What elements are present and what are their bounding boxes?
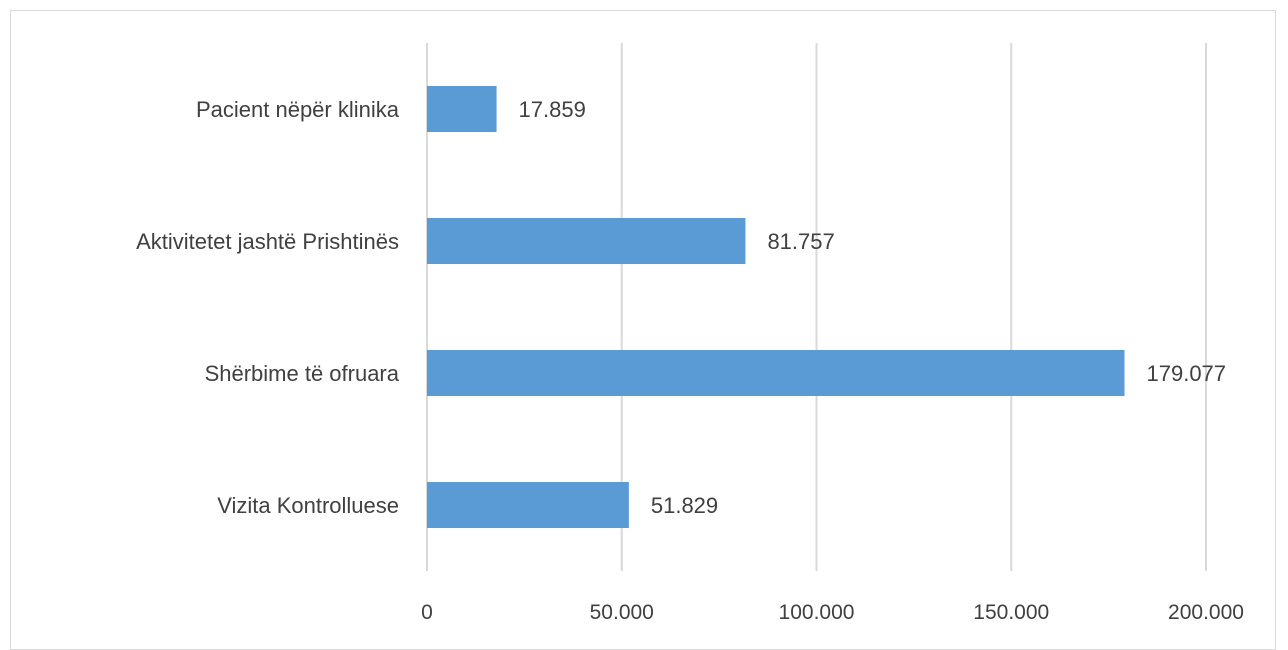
bar-3 [427, 482, 629, 528]
chart-frame: 17.859 81.757 179.077 51.829 Pacient nëpër … [10, 10, 1276, 650]
category-labels: Pacient nëpër klinika Aktivitetet jashtë … [136, 97, 400, 518]
horizontal-bar-chart: 17.859 81.757 179.077 51.829 Pacient nëpër … [136, 43, 1244, 624]
bars [427, 86, 1125, 528]
category-label-2: Shërbime të ofruara [205, 361, 400, 386]
x-tick-label-0: 0 [421, 601, 433, 624]
bar-0 [427, 86, 497, 132]
x-tick-label-1: 50.000 [590, 601, 654, 624]
bar-2 [427, 350, 1125, 396]
bar-1 [427, 218, 746, 264]
data-label-1: 81.757 [767, 229, 834, 254]
data-labels: 17.859 81.757 179.077 51.829 [519, 97, 1226, 518]
category-label-1: Aktivitetet jashtë Prishtinës [136, 229, 399, 254]
x-tick-label-4: 200.000 [1168, 601, 1244, 624]
data-label-0: 17.859 [519, 97, 586, 122]
x-axis-tick-labels: 0 50.000 100.000 150.000 200.000 [421, 601, 1244, 624]
category-label-0: Pacient nëpër klinika [196, 97, 400, 122]
category-label-3: Vizita Kontrolluese [217, 493, 399, 518]
data-label-2: 179.077 [1147, 361, 1227, 386]
x-tick-label-3: 150.000 [973, 601, 1049, 624]
data-label-3: 51.829 [651, 493, 718, 518]
x-tick-label-2: 100.000 [779, 601, 855, 624]
